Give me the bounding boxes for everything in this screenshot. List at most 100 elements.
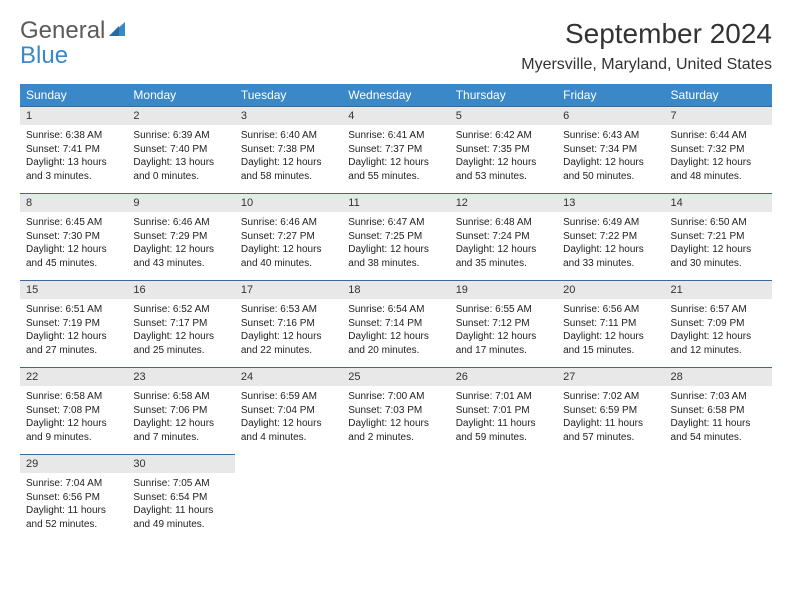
daylight-text: Daylight: 12 hours	[241, 156, 336, 170]
day-number: 10	[235, 194, 342, 213]
month-title: September 2024	[521, 18, 772, 50]
sunrise-text: Sunrise: 6:39 AM	[133, 129, 228, 143]
sunrise-text: Sunrise: 6:55 AM	[456, 303, 551, 317]
daylight-text: and 38 minutes.	[348, 257, 443, 271]
daylight-text: and 48 minutes.	[671, 170, 766, 184]
daylight-text: and 30 minutes.	[671, 257, 766, 271]
daylight-text: and 9 minutes.	[26, 431, 121, 445]
daylight-text: Daylight: 12 hours	[671, 243, 766, 257]
day-number: 15	[20, 281, 127, 300]
day-detail: Sunrise: 6:45 AMSunset: 7:30 PMDaylight:…	[20, 212, 127, 281]
day-number: 27	[557, 368, 664, 387]
weekday-header: Sunday	[20, 84, 127, 107]
day-number: 22	[20, 368, 127, 387]
daylight-text: Daylight: 12 hours	[563, 243, 658, 257]
sunrise-text: Sunrise: 7:04 AM	[26, 477, 121, 491]
day-detail: Sunrise: 7:02 AMSunset: 6:59 PMDaylight:…	[557, 386, 664, 455]
day-detail	[235, 473, 342, 541]
daylight-text: Daylight: 12 hours	[133, 243, 228, 257]
daylight-text: and 59 minutes.	[456, 431, 551, 445]
day-detail-row: Sunrise: 6:51 AMSunset: 7:19 PMDaylight:…	[20, 299, 772, 368]
day-number: 29	[20, 455, 127, 474]
day-detail: Sunrise: 7:01 AMSunset: 7:01 PMDaylight:…	[450, 386, 557, 455]
sunset-text: Sunset: 7:19 PM	[26, 317, 121, 331]
sunrise-text: Sunrise: 6:58 AM	[133, 390, 228, 404]
sunrise-text: Sunrise: 7:01 AM	[456, 390, 551, 404]
day-number: 11	[342, 194, 449, 213]
sunset-text: Sunset: 7:12 PM	[456, 317, 551, 331]
logo-text: General Blue	[20, 18, 129, 68]
daylight-text: Daylight: 12 hours	[456, 156, 551, 170]
day-detail-row: Sunrise: 6:45 AMSunset: 7:30 PMDaylight:…	[20, 212, 772, 281]
day-number: 7	[665, 107, 772, 126]
daylight-text: Daylight: 11 hours	[671, 417, 766, 431]
daylight-text: Daylight: 11 hours	[133, 504, 228, 518]
sunset-text: Sunset: 7:30 PM	[26, 230, 121, 244]
day-detail: Sunrise: 6:44 AMSunset: 7:32 PMDaylight:…	[665, 125, 772, 194]
day-detail: Sunrise: 7:04 AMSunset: 6:56 PMDaylight:…	[20, 473, 127, 541]
day-number: 12	[450, 194, 557, 213]
weekday-header: Wednesday	[342, 84, 449, 107]
day-detail: Sunrise: 6:58 AMSunset: 7:08 PMDaylight:…	[20, 386, 127, 455]
daylight-text: Daylight: 12 hours	[26, 330, 121, 344]
sunrise-text: Sunrise: 6:51 AM	[26, 303, 121, 317]
sunrise-text: Sunrise: 6:47 AM	[348, 216, 443, 230]
sunset-text: Sunset: 7:25 PM	[348, 230, 443, 244]
daylight-text: and 4 minutes.	[241, 431, 336, 445]
day-number: 14	[665, 194, 772, 213]
sunset-text: Sunset: 7:09 PM	[671, 317, 766, 331]
weekday-header: Monday	[127, 84, 234, 107]
day-number-row: 22232425262728	[20, 368, 772, 387]
sunrise-text: Sunrise: 6:48 AM	[456, 216, 551, 230]
sunrise-text: Sunrise: 7:05 AM	[133, 477, 228, 491]
day-number: 26	[450, 368, 557, 387]
sunrise-text: Sunrise: 6:58 AM	[26, 390, 121, 404]
day-detail: Sunrise: 7:05 AMSunset: 6:54 PMDaylight:…	[127, 473, 234, 541]
day-detail: Sunrise: 6:56 AMSunset: 7:11 PMDaylight:…	[557, 299, 664, 368]
header: General Blue September 2024 Myersville, …	[20, 18, 772, 74]
day-number: 21	[665, 281, 772, 300]
daylight-text: Daylight: 12 hours	[348, 330, 443, 344]
sunrise-text: Sunrise: 7:03 AM	[671, 390, 766, 404]
day-number: 18	[342, 281, 449, 300]
day-number	[235, 455, 342, 474]
day-number: 8	[20, 194, 127, 213]
day-detail: Sunrise: 6:58 AMSunset: 7:06 PMDaylight:…	[127, 386, 234, 455]
daylight-text: Daylight: 12 hours	[671, 156, 766, 170]
day-detail: Sunrise: 6:41 AMSunset: 7:37 PMDaylight:…	[342, 125, 449, 194]
sunrise-text: Sunrise: 6:38 AM	[26, 129, 121, 143]
day-number: 24	[235, 368, 342, 387]
day-detail: Sunrise: 6:54 AMSunset: 7:14 PMDaylight:…	[342, 299, 449, 368]
day-detail: Sunrise: 6:48 AMSunset: 7:24 PMDaylight:…	[450, 212, 557, 281]
daylight-text: Daylight: 12 hours	[133, 417, 228, 431]
day-number: 28	[665, 368, 772, 387]
day-detail: Sunrise: 7:00 AMSunset: 7:03 PMDaylight:…	[342, 386, 449, 455]
daylight-text: Daylight: 12 hours	[348, 417, 443, 431]
daylight-text: Daylight: 12 hours	[26, 417, 121, 431]
day-number: 23	[127, 368, 234, 387]
day-detail: Sunrise: 6:50 AMSunset: 7:21 PMDaylight:…	[665, 212, 772, 281]
sunset-text: Sunset: 7:29 PM	[133, 230, 228, 244]
daylight-text: and 50 minutes.	[563, 170, 658, 184]
day-number: 9	[127, 194, 234, 213]
day-detail	[342, 473, 449, 541]
sunset-text: Sunset: 7:37 PM	[348, 143, 443, 157]
day-detail: Sunrise: 6:51 AMSunset: 7:19 PMDaylight:…	[20, 299, 127, 368]
daylight-text: Daylight: 12 hours	[241, 243, 336, 257]
day-detail: Sunrise: 6:52 AMSunset: 7:17 PMDaylight:…	[127, 299, 234, 368]
sunset-text: Sunset: 7:16 PM	[241, 317, 336, 331]
title-block: September 2024 Myersville, Maryland, Uni…	[521, 18, 772, 74]
sunrise-text: Sunrise: 6:50 AM	[671, 216, 766, 230]
sunrise-text: Sunrise: 6:46 AM	[133, 216, 228, 230]
weekday-header-row: Sunday Monday Tuesday Wednesday Thursday…	[20, 84, 772, 107]
sunset-text: Sunset: 7:34 PM	[563, 143, 658, 157]
daylight-text: and 53 minutes.	[456, 170, 551, 184]
daylight-text: and 54 minutes.	[671, 431, 766, 445]
day-number: 30	[127, 455, 234, 474]
day-detail-row: Sunrise: 7:04 AMSunset: 6:56 PMDaylight:…	[20, 473, 772, 541]
daylight-text: Daylight: 12 hours	[456, 330, 551, 344]
day-number	[665, 455, 772, 474]
day-detail: Sunrise: 6:53 AMSunset: 7:16 PMDaylight:…	[235, 299, 342, 368]
daylight-text: Daylight: 12 hours	[563, 156, 658, 170]
daylight-text: and 58 minutes.	[241, 170, 336, 184]
